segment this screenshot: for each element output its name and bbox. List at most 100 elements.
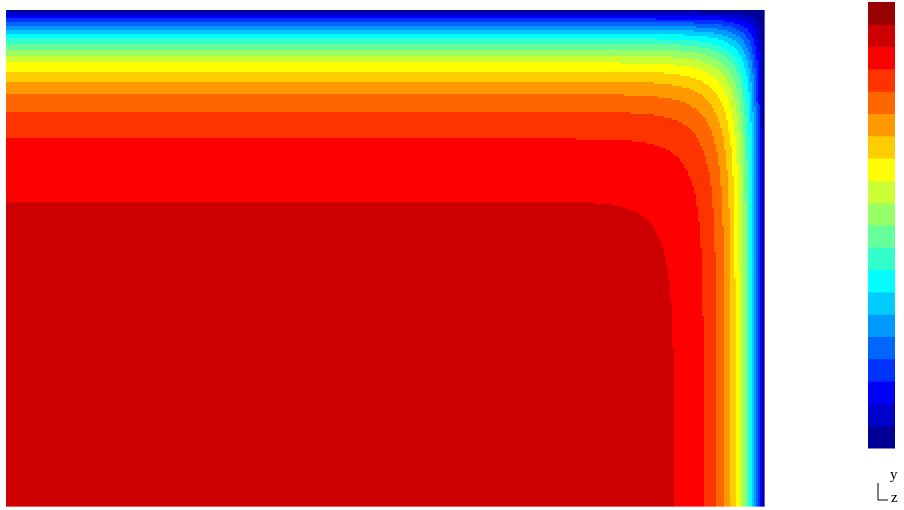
colorbar-band-10 [868,202,895,226]
contour-cell-3108 [760,400,763,403]
contour-cell-1906 [702,268,717,271]
contour-cell-2286 [724,310,731,313]
contour-cell-2143 [730,294,737,297]
contour-cell-3876 [748,486,751,489]
contour-cell-2945 [758,382,761,385]
contour-cell-917 [760,154,763,157]
contour-cell-3041 [716,394,725,397]
contour-cell-3323 [758,424,761,427]
contour-cell-851 [6,148,667,151]
contour-cell-276 [724,74,733,77]
contour-cell-233 [6,68,699,71]
contour-cell-2522 [736,336,741,339]
contour-cell-1596 [760,232,763,235]
contour-cell-2886 [748,376,751,379]
contour-cell-3250 [756,416,759,419]
contour-cell-3607 [750,456,753,459]
contour-cell-1334 [734,204,739,207]
contour-cell-1680 [748,242,751,245]
contour-cell-3299 [746,422,749,425]
contour-cell-223 [726,66,735,69]
contour-cell-1942 [702,272,717,275]
contour-cell-143 [752,52,757,55]
contour-cell-1535 [746,226,749,229]
contour-cell-2750 [6,362,675,365]
contour-cell-1015 [752,166,755,169]
contour-cell-955 [706,160,719,163]
contour-cell-743 [748,134,753,137]
contour-cell-4030 [704,504,717,507]
contour-cell-949 [756,158,759,161]
contour-cell-2099 [758,288,761,291]
contour-cell-353 [752,84,755,87]
contour-cell-3203 [716,412,725,415]
contour-cell-973 [718,162,727,165]
contour-cell-1865 [758,262,761,265]
contour-cell-2117 [758,290,761,293]
contour-cell-2598 [748,344,751,347]
contour-cell-3357 [754,428,757,431]
contour-cell-1036 [760,168,763,171]
contour-cell-1810 [756,256,759,259]
contour-cell-724 [740,132,743,135]
contour-cell-2579 [746,342,749,345]
contour-cell-2950 [704,384,717,387]
contour-cell-19 [748,22,759,25]
contour-cell-2072 [736,286,741,289]
contour-cell-2798 [752,366,755,369]
contour-cell-1386 [722,210,731,213]
contour-cell-288 [690,76,715,79]
contour-cell-30 [752,26,761,29]
contour-cell-1748 [734,250,739,253]
contour-cell-73 [748,38,755,41]
contour-cell-736 [712,134,723,137]
contour-cell-3763 [730,474,737,477]
contour-cell-514 [692,106,713,109]
contour-cell-3015 [754,390,757,393]
contour-cell-2879 [716,376,725,379]
contour-cell-2149 [750,294,753,297]
contour-cell-3512 [736,446,741,449]
contour-cell-2113 [750,290,753,293]
contour-cell-3703 [762,466,765,469]
contour-cell-3950 [752,494,755,497]
contour-cell-60 [6,36,709,39]
contour-cell-3523 [762,446,765,449]
contour-cell-1822 [742,258,747,261]
contour-cell-413 [752,92,755,95]
contour-cell-1950 [748,272,751,275]
contour-cell-2681 [716,354,725,357]
contour-cell-2280 [760,308,763,311]
contour-cell-627 [734,120,739,123]
contour-cell-2412 [724,324,731,327]
contour-cell-2290 [742,310,747,313]
contour-cell-670 [6,126,689,129]
contour-cell-2274 [748,308,751,311]
contour-cell-146 [762,52,765,55]
contour-cell-2993 [746,388,749,391]
contour-cell-644 [738,122,743,125]
contour-cell-391 [714,90,725,93]
contour-cell-1644 [748,238,751,241]
contour-cell-3518 [752,446,755,449]
contour-cell-3654 [724,462,731,465]
contour-cell-3264 [748,418,751,421]
contour-cell-2878 [704,376,717,379]
contour-cell-1352 [734,206,739,209]
contour-cell-1994 [6,278,669,281]
contour-cell-1870 [702,264,717,267]
contour-cell-1433 [758,214,761,217]
contour-cell-1080 [744,174,749,177]
contour-cell-2731 [762,358,765,361]
contour-cell-341 [758,82,761,85]
contour-cell-3679 [750,464,753,467]
contour-cell-2558 [736,340,741,343]
contour-cell-2133 [754,292,757,295]
contour-cell-3545 [716,450,725,453]
contour-cell-1864 [756,262,759,265]
colorbar-band-11 [868,180,895,204]
contour-cell-2254 [742,306,747,309]
contour-cell-1121 [760,178,763,181]
contour-cell-1599 [658,234,701,237]
contour-cell-3211 [750,412,753,415]
